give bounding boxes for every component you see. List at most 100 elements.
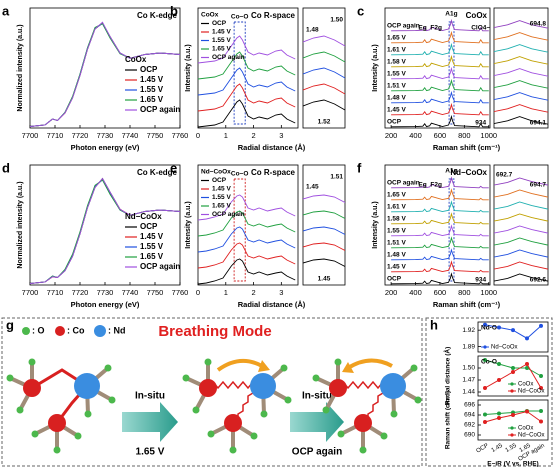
series-label: OCP: [387, 119, 402, 126]
step-label: In-situ: [302, 391, 332, 402]
x-tick-label: 7760: [172, 131, 189, 140]
x-tick-label: 200: [385, 131, 398, 140]
x-tick-label: 7710: [47, 131, 64, 140]
series-line: [197, 99, 296, 128]
inset-line: [494, 249, 548, 258]
point: [525, 366, 529, 370]
annotation: F2g: [430, 25, 442, 32]
y-tick-label: 1.92: [462, 327, 475, 334]
panel-label: h: [430, 317, 438, 332]
y-tick-label: 696: [464, 402, 475, 409]
series-label: 1.51 V: [387, 240, 406, 247]
series-line: [197, 83, 296, 112]
panel-label: g: [6, 317, 14, 332]
annotation: 1.45: [306, 184, 319, 191]
series-label: 1.58 V: [387, 216, 406, 223]
y-tick-label: 1.47: [462, 377, 475, 384]
molecule: [310, 356, 424, 456]
panel-label: c: [357, 3, 364, 18]
annotation: 692.6: [530, 277, 547, 284]
series-label: 1.45 V: [387, 107, 406, 114]
x-tick-label: 7710: [47, 288, 64, 297]
zoom-region: [448, 178, 455, 282]
x-axis-label: Radial distance (Å): [238, 143, 306, 152]
series-label: 1.61 V: [387, 47, 406, 54]
inset-line: [494, 116, 548, 125]
annotation: 934: [475, 277, 486, 284]
series-line: [391, 224, 489, 237]
legend-label: 1.45 V: [140, 232, 164, 241]
panel-label: f: [357, 160, 362, 175]
point: [483, 412, 487, 417]
chart-title: Co K-edge: [137, 168, 178, 177]
legend-marker: [510, 389, 514, 393]
series-line: [391, 260, 489, 273]
series-label: 1.45 V: [387, 264, 406, 271]
series-line: [391, 102, 489, 116]
series-line: [391, 212, 489, 225]
x-tick-label: 7760: [172, 288, 189, 297]
plot-frame: [197, 7, 299, 129]
x-tick-label: 1000: [480, 131, 497, 140]
legend-label: 1.55 V: [140, 242, 164, 251]
legend-label: OCP again: [140, 262, 180, 271]
annotation: A1g: [445, 11, 457, 18]
x-tick-label: 400: [409, 288, 422, 297]
panel-frame: [1, 317, 423, 467]
molecule: [180, 356, 294, 456]
legend-label: CoOx: [518, 382, 533, 388]
x-tick-label: 7750: [147, 131, 164, 140]
series-label: 1.55 V: [387, 228, 406, 235]
annotation: 692.7: [496, 172, 513, 179]
series-line: [391, 54, 489, 68]
inset-line: [494, 32, 548, 41]
point: [497, 378, 501, 382]
inset-line: [494, 261, 548, 270]
series-line: [197, 67, 296, 96]
annotation: 694.7: [530, 182, 547, 189]
series-label: 1.48 V: [387, 95, 406, 102]
x-tick-label: 800: [458, 131, 471, 140]
x-tick-label: 1.55: [505, 443, 519, 454]
series-line: [391, 42, 489, 56]
x-axis-label: Photon energy (eV): [71, 143, 140, 152]
point: [483, 322, 487, 327]
legend-label: 1.65 V: [140, 252, 164, 261]
series-label: 1.65 V: [387, 35, 406, 42]
y-tick-label: 1.44: [462, 389, 475, 396]
inset-frame: [493, 164, 549, 286]
inset-frame: [302, 164, 346, 286]
legend-label: OCP: [140, 65, 158, 74]
legend-label: 1.65 V: [212, 203, 231, 210]
inset-line: [494, 92, 548, 101]
motion-arrow: [216, 358, 263, 372]
series-label: 1.55 V: [387, 71, 406, 78]
chart-title: Co R-space: [251, 11, 296, 20]
plot-frame: [384, 7, 491, 129]
point: [483, 358, 487, 362]
series-line: [391, 200, 489, 213]
x-tick-label: 1000: [480, 288, 497, 297]
annotation: 694.1: [530, 120, 547, 127]
annotation: Co-O: [481, 359, 497, 366]
plot-frame: [477, 321, 549, 353]
series-line: [391, 248, 489, 261]
panel-label: e: [170, 160, 177, 175]
point: [525, 336, 529, 341]
legend-nd: [94, 325, 106, 337]
x-axis-label: Photon energy (eV): [71, 300, 140, 309]
point: [539, 409, 543, 413]
legend-marker: [510, 426, 514, 430]
annotation: Nd-O: [481, 325, 497, 332]
legend-label: OCP: [212, 177, 227, 184]
series-line: [391, 78, 489, 92]
point: [539, 374, 543, 378]
series-label: 1.58 V: [387, 59, 406, 66]
annotation: 1.51: [330, 174, 343, 181]
series-label: OCP again: [387, 23, 420, 30]
y-axis-label: Normalized intensity (a.u.): [17, 24, 24, 111]
legend-title: Nd−CoOx: [125, 212, 162, 221]
legend-co: [55, 326, 65, 336]
x-tick-label: 600: [434, 131, 447, 140]
